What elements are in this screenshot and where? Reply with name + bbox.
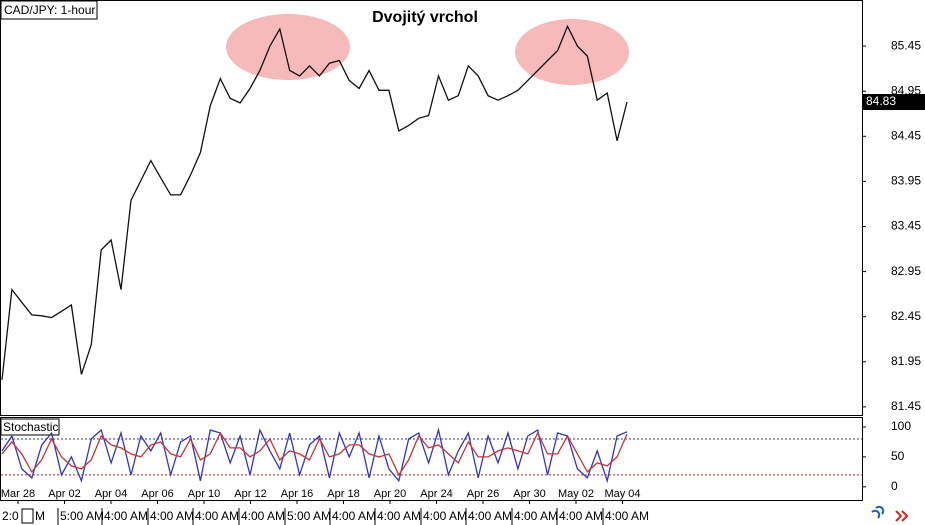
x-tick-label: Apr 30 [513, 488, 545, 500]
stochastic-panel [0, 417, 863, 501]
y-tick-label: 84.45 [891, 128, 921, 142]
shift-icon[interactable] [895, 510, 909, 522]
time-label: 2:0 [2, 509, 19, 523]
y-tick-label: 81.95 [891, 354, 921, 368]
x-tick-label: Apr 12 [234, 488, 266, 500]
price-tag-label: 84.83 [866, 94, 896, 108]
x-tick-label: Apr 06 [141, 488, 173, 500]
y-tick-label: 0 [891, 479, 898, 493]
y-tick-label: 100 [891, 419, 911, 433]
time-label: M [35, 509, 45, 523]
time-label: 4:00 AM [104, 509, 148, 523]
x-tick-label: Apr 16 [281, 488, 313, 500]
y-tick-label: 84.95 [891, 83, 921, 97]
y-tick-label: 83.95 [891, 174, 921, 188]
x-tick-label: Apr 04 [95, 488, 127, 500]
indicator-label: Stochastic [3, 420, 58, 434]
time-label: 4:00 AM [514, 509, 558, 523]
time-label: 4:00 AM [559, 509, 603, 523]
x-tick-label: Apr 10 [188, 488, 220, 500]
time-label: 4:00 AM [377, 509, 421, 523]
top-highlight [515, 19, 629, 85]
x-tick-label: Apr 24 [420, 488, 452, 500]
time-label: 4:00 AM [605, 509, 649, 523]
time-label: 4:00 AM [150, 509, 194, 523]
time-label: 5:00 AM [60, 509, 104, 523]
price-panel [0, 0, 863, 416]
y-tick-label: 85.45 [891, 38, 921, 52]
time-label: 4:00 AM [423, 509, 467, 523]
y-tick-label: 50 [891, 449, 905, 463]
x-tick-label: May 04 [604, 488, 640, 500]
series-line [1, 24, 628, 380]
y-tick-label: 83.45 [891, 219, 921, 233]
chart-title: CAD/JPY: 1-hour [4, 3, 95, 17]
x-tick-label: Apr 02 [48, 488, 80, 500]
scroll-box[interactable] [21, 508, 34, 524]
time-label: 4:00 AM [195, 509, 239, 523]
top-highlight [226, 14, 350, 80]
indicator-box [0, 418, 60, 436]
series-line [1, 431, 628, 477]
time-label: 4:00 AM [241, 509, 285, 523]
x-tick-label: Apr 18 [327, 488, 359, 500]
x-tick-label: Mar 28 [1, 488, 35, 500]
price-tag [863, 94, 925, 111]
time-label: 4:00 AM [468, 509, 512, 523]
y-tick-label: 82.95 [891, 264, 921, 278]
x-tick-label: Apr 20 [374, 488, 406, 500]
title-box [0, 0, 98, 20]
time-label: 4:00 AM [332, 509, 376, 523]
x-tick-label: Apr 26 [467, 488, 499, 500]
y-tick-label: 81.45 [891, 399, 921, 413]
link-icon[interactable] [871, 505, 885, 519]
x-tick-label: May 02 [558, 488, 594, 500]
annotation: Dvojitý vrchol [372, 9, 478, 26]
time-label: 5:00 AM [287, 509, 331, 523]
y-tick-label: 82.45 [891, 309, 921, 323]
